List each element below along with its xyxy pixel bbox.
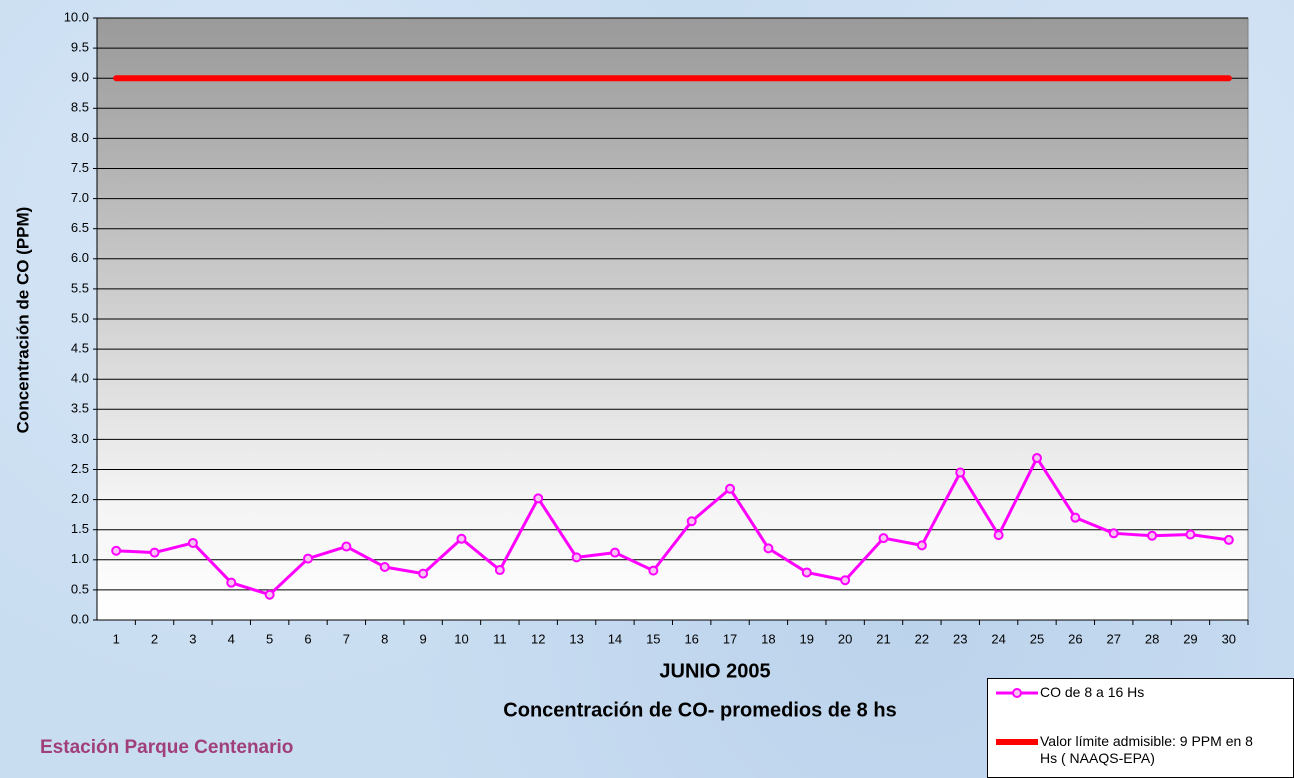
x-tick-label: 20 — [838, 631, 852, 646]
x-tick-label: 24 — [991, 631, 1005, 646]
legend-marker — [996, 739, 1038, 745]
y-axis-label: Concentración de CO (PPM) — [13, 207, 32, 434]
point — [801, 567, 812, 578]
x-tick-label: 3 — [189, 631, 196, 646]
point — [993, 530, 1004, 541]
point — [1147, 530, 1158, 541]
point — [187, 537, 198, 548]
x-tick-label: 22 — [915, 631, 929, 646]
point — [494, 565, 505, 576]
x-tick-label: 23 — [953, 631, 967, 646]
legend-marker — [996, 688, 1038, 698]
x-tick-label: 13 — [569, 631, 583, 646]
point — [379, 562, 390, 573]
x-axis-label: JUNIO 2005 — [659, 660, 770, 682]
series-line — [114, 456, 1231, 597]
x-tick-label: 14 — [608, 631, 622, 646]
y-tick-label: 7.5 — [71, 160, 89, 175]
y-tick-label: 0.0 — [71, 611, 89, 626]
point — [341, 541, 352, 552]
point — [1031, 453, 1042, 464]
y-tick-label: 4.5 — [71, 341, 89, 356]
legend-entry: CO de 8 a 16 Hs — [994, 684, 1270, 702]
x-tick-label: 30 — [1222, 631, 1236, 646]
y-tick-label: 4.0 — [71, 371, 89, 386]
point — [226, 577, 237, 588]
point — [264, 589, 275, 600]
y-tick-label: 7.0 — [71, 190, 89, 205]
point — [1223, 534, 1234, 545]
y-tick-label: 9.0 — [71, 70, 89, 85]
legend: CO de 8 a 16 Hs Valor límite admisible: … — [987, 678, 1294, 778]
x-tick-label: 4 — [228, 631, 235, 646]
x-tick-label: 17 — [723, 631, 737, 646]
point — [878, 533, 889, 544]
station-label: Estación Parque Centenario — [40, 737, 293, 758]
x-tick-label: 6 — [304, 631, 311, 646]
x-tick-label: 5 — [266, 631, 273, 646]
point — [111, 545, 122, 556]
point — [609, 547, 620, 558]
x-tick-label: 12 — [531, 631, 545, 646]
y-tick-label: 1.5 — [71, 521, 89, 536]
point — [916, 540, 927, 551]
point — [763, 543, 774, 554]
point — [1185, 529, 1196, 540]
legend-label: Valor límite admisible: 9 PPM en 8 Hs ( … — [1040, 733, 1253, 766]
y-tick-label: 8.5 — [71, 100, 89, 115]
point — [533, 493, 544, 504]
point — [456, 533, 467, 544]
y-tick-label: 8.0 — [71, 130, 89, 145]
y-tick-label: 3.0 — [71, 431, 89, 446]
x-tick-label: 15 — [646, 631, 660, 646]
point — [571, 552, 582, 563]
x-tick-label: 11 — [493, 631, 507, 646]
x-tick-label: 19 — [800, 631, 814, 646]
x-tick-label: 10 — [454, 631, 468, 646]
y-tick-label: 6.5 — [71, 220, 89, 235]
x-tick-label: 18 — [761, 631, 775, 646]
y-tick-label: 5.0 — [71, 310, 89, 325]
y-tick-label: 9.5 — [71, 40, 89, 55]
y-tick-label: 2.5 — [71, 461, 89, 476]
point — [955, 467, 966, 478]
y-tick-label: 10.0 — [64, 9, 89, 24]
point — [648, 565, 659, 576]
point — [1070, 512, 1081, 523]
x-tick-label: 21 — [876, 631, 890, 646]
y-tick-label: 0.5 — [71, 581, 89, 596]
point — [149, 547, 160, 558]
x-tick-label: 7 — [343, 631, 350, 646]
x-tick-label: 16 — [684, 631, 698, 646]
y-tick-label: 2.0 — [71, 491, 89, 506]
x-tick-label: 26 — [1068, 631, 1082, 646]
y-tick-label: 6.0 — [71, 250, 89, 265]
x-tick-label: 1 — [113, 631, 120, 646]
point — [840, 575, 851, 586]
caption: Concentración de CO- promedios de 8 hs — [503, 699, 896, 721]
y-tick-label: 3.5 — [71, 401, 89, 416]
x-tick-label: 28 — [1145, 631, 1159, 646]
legend-entry: Valor límite admisible: 9 PPM en 8 Hs ( … — [994, 733, 1270, 767]
point — [1108, 528, 1119, 539]
legend-label: CO de 8 a 16 Hs — [1040, 684, 1145, 700]
point — [303, 553, 314, 564]
x-tick-label: 9 — [419, 631, 426, 646]
point — [418, 568, 429, 579]
x-tick-label: 8 — [381, 631, 388, 646]
x-tick-label: 2 — [151, 631, 158, 646]
y-tick-label: 1.0 — [71, 551, 89, 566]
point — [725, 483, 736, 494]
x-tick-label: 29 — [1183, 631, 1197, 646]
point — [686, 516, 697, 527]
y-tick-label: 5.5 — [71, 280, 89, 295]
x-tick-label: 27 — [1106, 631, 1120, 646]
x-tick-label: 25 — [1030, 631, 1044, 646]
